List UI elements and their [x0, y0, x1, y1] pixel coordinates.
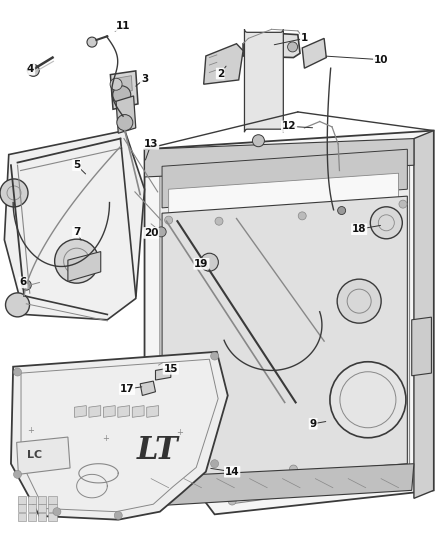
Circle shape [110, 78, 122, 90]
Polygon shape [132, 406, 144, 417]
Text: 6: 6 [19, 278, 26, 287]
Polygon shape [412, 317, 431, 376]
Text: LT: LT [137, 435, 179, 466]
Polygon shape [17, 437, 70, 474]
Circle shape [200, 253, 219, 271]
Polygon shape [162, 196, 407, 482]
Polygon shape [28, 504, 36, 512]
Polygon shape [68, 252, 101, 281]
Polygon shape [48, 504, 57, 512]
Circle shape [252, 135, 265, 147]
Circle shape [27, 64, 39, 76]
Polygon shape [118, 406, 130, 417]
Polygon shape [162, 149, 407, 208]
Circle shape [330, 362, 406, 438]
Polygon shape [38, 496, 46, 504]
Text: 12: 12 [282, 122, 297, 131]
Text: 13: 13 [144, 139, 159, 149]
Polygon shape [116, 96, 136, 133]
Text: 15: 15 [163, 364, 178, 374]
Circle shape [53, 507, 61, 516]
Polygon shape [89, 406, 101, 417]
Circle shape [156, 227, 166, 237]
Text: 1: 1 [301, 34, 308, 43]
Circle shape [165, 216, 173, 224]
Text: 14: 14 [225, 467, 240, 477]
Text: +: + [27, 426, 34, 435]
FancyBboxPatch shape [244, 29, 283, 132]
Circle shape [370, 207, 403, 239]
Circle shape [211, 459, 219, 468]
Polygon shape [18, 504, 26, 512]
Polygon shape [414, 131, 434, 498]
Text: 2: 2 [217, 69, 224, 78]
Circle shape [245, 45, 254, 54]
Polygon shape [140, 381, 155, 395]
Text: 9: 9 [310, 419, 317, 429]
Polygon shape [145, 131, 434, 514]
Text: 18: 18 [352, 224, 367, 234]
Circle shape [338, 206, 346, 215]
Polygon shape [160, 148, 410, 504]
Circle shape [215, 217, 223, 225]
Circle shape [399, 469, 407, 478]
Polygon shape [147, 464, 414, 506]
Text: LC: LC [28, 450, 42, 460]
Polygon shape [28, 496, 36, 504]
Circle shape [14, 470, 21, 479]
Polygon shape [169, 173, 399, 229]
Polygon shape [110, 71, 138, 109]
Circle shape [114, 511, 122, 520]
Polygon shape [243, 33, 300, 58]
Text: 20: 20 [144, 228, 159, 238]
Polygon shape [18, 513, 26, 521]
Polygon shape [302, 38, 326, 68]
Text: +: + [176, 429, 183, 437]
Text: 7: 7 [73, 227, 80, 237]
Text: +: + [102, 434, 109, 442]
Polygon shape [113, 76, 132, 94]
Polygon shape [38, 504, 46, 512]
Polygon shape [18, 496, 26, 504]
Circle shape [337, 279, 381, 323]
Polygon shape [38, 513, 46, 521]
Polygon shape [48, 513, 57, 521]
Polygon shape [11, 352, 228, 520]
Circle shape [14, 368, 21, 376]
Circle shape [228, 497, 236, 505]
Circle shape [87, 37, 97, 47]
Circle shape [399, 200, 407, 208]
Circle shape [21, 280, 31, 290]
Circle shape [6, 293, 29, 317]
Circle shape [298, 212, 306, 220]
Polygon shape [48, 496, 57, 504]
Circle shape [117, 115, 133, 131]
Polygon shape [204, 44, 243, 84]
Text: 11: 11 [115, 21, 130, 30]
Polygon shape [103, 406, 115, 417]
Polygon shape [28, 513, 36, 521]
Circle shape [290, 465, 297, 473]
Text: 10: 10 [374, 55, 389, 64]
Circle shape [288, 42, 297, 52]
Text: 5: 5 [73, 160, 80, 170]
Circle shape [0, 179, 28, 207]
Circle shape [211, 352, 219, 360]
Text: 3: 3 [141, 74, 148, 84]
Polygon shape [74, 406, 86, 417]
Text: 19: 19 [194, 259, 208, 269]
Circle shape [113, 86, 131, 104]
Polygon shape [147, 406, 159, 417]
Circle shape [55, 239, 99, 283]
Text: 17: 17 [120, 384, 134, 394]
Polygon shape [4, 131, 145, 320]
Polygon shape [145, 139, 414, 177]
Text: 4: 4 [27, 64, 34, 74]
Circle shape [165, 473, 173, 481]
Polygon shape [155, 368, 171, 380]
